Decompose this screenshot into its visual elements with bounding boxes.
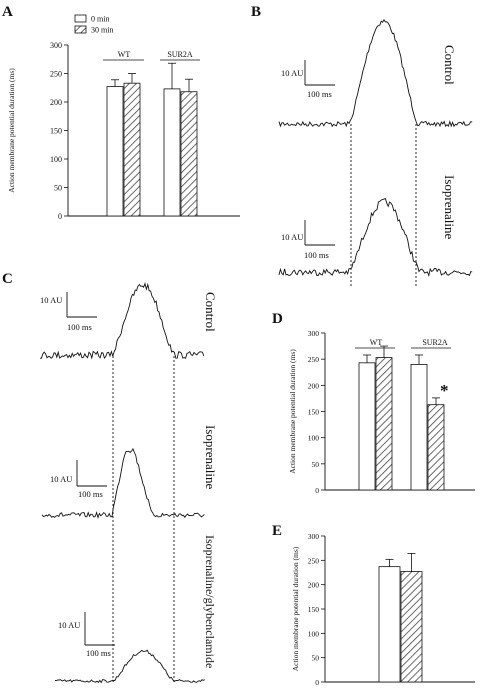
scale-label-ms: 100 ms [304,250,329,260]
y-tick-label: 250 [50,70,62,79]
y-axis-label: Action membrane potential duration (ms) [288,349,297,474]
condition-label-control: Control [442,45,457,85]
bar [400,571,423,683]
scale-label-ms: 100 ms [67,322,92,332]
panel-c-traces: 10 AU 100 ms 10 AU 100 ms 10 AU 100 ms C… [39,282,218,684]
y-tick-label: 100 [308,629,320,638]
trace-b-control [278,18,473,128]
trace-c-control [39,282,205,360]
y-tick-label: 150 [308,605,320,614]
scale-label-au: 10 AU [50,474,72,484]
bar [163,88,181,217]
scale-label-au: 10 AU [58,620,80,630]
condition-label-isoprenaline-glybenclamide: Isoprenaline/glybenclamide [203,535,217,668]
trace-c-isoprenaline [41,447,205,519]
scale-label-ms: 100 ms [86,648,111,658]
scale-label-au: 10 AU [281,232,303,242]
y-axis-label: Action membrane potential duration (ms) [291,546,300,671]
legend-label-30min: 30 min [91,26,113,35]
scale-label-ms: 100 ms [307,89,332,99]
legend-label-0min: 0 min [91,15,109,24]
y-tick-label: 200 [308,381,320,390]
bar [375,357,393,491]
y-tick-label: 100 [50,155,62,164]
condition-label-isoprenaline: Isoprenaline [203,425,218,489]
scale-label-au: 10 AU [281,68,303,78]
bar [180,91,198,217]
y-tick-label: 0 [58,212,62,221]
significance-asterisk: * [440,381,449,400]
panel-label-c: C [2,271,13,287]
y-tick-label: 0 [315,678,319,687]
bar [123,82,141,217]
y-tick-label: 300 [50,41,62,50]
y-tick-label: 50 [54,184,62,193]
bar [427,404,445,491]
scale-label-ms: 100 ms [78,489,103,499]
y-tick-label: 250 [308,355,320,364]
y-tick-label: 300 [308,532,320,541]
bar [410,363,428,491]
group-label: WT [118,50,131,59]
legend-a: 0 min 30 min [74,14,113,35]
y-tick-label: 250 [308,556,320,565]
legend-swatch-0min [74,14,87,23]
bar [106,86,124,217]
y-tick-label: 0 [315,486,319,495]
bar [378,566,401,683]
y-tick-label: 50 [312,654,320,663]
bar [358,362,376,491]
legend-swatch-30min [74,25,87,34]
group-label: SUR2A [167,50,193,59]
bar-chart-e: 0 50 100 150 200 250 300 Action membrane potent… [291,532,475,687]
trace-c-isoprenaline-glybenclamide [54,649,206,684]
panel-label-d: D [272,311,283,327]
condition-label-isoprenaline: Isoprenaline [442,175,457,239]
bar-chart-a: 0 50 100 150 200 250 300 Action membrane potent… [7,41,240,221]
panel-label-e: E [272,523,282,539]
group-label: SUR2A [422,338,448,347]
group-label: WT [370,338,383,347]
condition-label-control: Control [203,292,218,332]
scale-label-au: 10 AU [40,295,62,305]
panel-b-traces: 10 AU 100 ms 10 AU 100 ms Control Isopre… [278,18,473,286]
panel-label-b: B [251,4,261,20]
y-tick-label: 50 [312,460,320,469]
bar-chart-d: 0 50 100 150 200 250 300 Action membrane potent… [288,329,475,495]
y-tick-label: 300 [308,329,320,338]
panel-label-a: A [2,4,13,20]
y-tick-label: 150 [50,127,62,136]
y-tick-label: 200 [308,581,320,590]
trace-b-isoprenaline [278,198,473,278]
y-tick-label: 200 [50,98,62,107]
y-tick-label: 100 [308,434,320,443]
y-tick-label: 150 [308,408,320,417]
y-axis-label: Action membrane potential duration (ms) [7,68,16,193]
